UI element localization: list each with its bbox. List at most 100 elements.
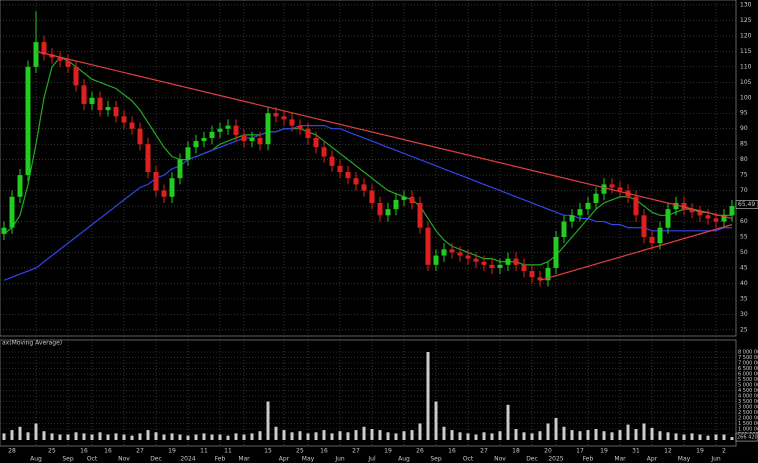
y-tick-label: 70 <box>740 187 748 194</box>
candle-body <box>329 156 335 166</box>
candle-body <box>73 66 79 86</box>
volume-bar <box>682 434 686 440</box>
y-tick-label: 5 000 000 <box>738 383 758 389</box>
x-day-label: 16 <box>104 448 112 455</box>
x-tick-label: 2024 <box>180 456 195 463</box>
volume-bar <box>250 433 254 440</box>
candle-body <box>313 137 319 148</box>
volume-bar <box>170 433 174 440</box>
x-day-label: 19 <box>600 448 608 455</box>
candle-body <box>497 264 503 268</box>
volume-bar <box>506 404 510 440</box>
x-tick-label: Mar <box>614 456 626 463</box>
candle-body <box>721 215 727 222</box>
volume-bar <box>698 434 702 440</box>
volume-bar <box>354 430 358 440</box>
candle-body <box>145 144 151 173</box>
volume-bar <box>234 433 238 440</box>
trendline <box>35 50 733 220</box>
x-day-label: 19 <box>168 448 176 455</box>
y-tick-label: 120 <box>740 32 752 39</box>
volume-bar <box>210 434 214 440</box>
volume-bar <box>722 434 726 440</box>
candle-body <box>281 116 287 120</box>
volume-bar <box>58 434 62 440</box>
y-tick-label: 6 000 000 <box>738 372 758 378</box>
candle-body <box>217 128 223 132</box>
y-tick-label: 55 <box>740 233 748 240</box>
volume-bar <box>666 432 670 440</box>
volume-bar <box>474 434 478 440</box>
x-day-label: 11 <box>200 448 208 455</box>
volume-bar <box>154 432 158 440</box>
last-volume-box <box>735 432 758 442</box>
y-tick-label: 7 000 000 <box>738 361 758 367</box>
y-tick-label: 100 <box>740 94 752 101</box>
candle-body <box>161 190 167 197</box>
volume-bar <box>706 435 710 440</box>
volume-bar <box>178 434 182 440</box>
candle-body <box>513 258 519 265</box>
volume-bar <box>274 426 278 440</box>
candle-body <box>121 116 127 123</box>
x-tick-label: Sep <box>430 456 442 463</box>
candle-body <box>425 227 431 265</box>
candle-body <box>593 193 599 203</box>
candle-body <box>337 165 343 173</box>
x-tick-label: Mar <box>238 456 250 463</box>
volume-bar <box>458 432 462 440</box>
volume-bar <box>386 432 390 440</box>
volume-bar <box>626 424 630 440</box>
candle-body <box>209 131 215 138</box>
x-tick-label: Sep <box>62 456 74 463</box>
x-day-label: 19 <box>696 448 704 455</box>
candle-body <box>233 125 239 135</box>
candle-body <box>433 255 439 265</box>
candle-body <box>9 196 15 228</box>
candle-body <box>689 209 695 213</box>
x-day-label: 31 <box>632 448 640 455</box>
candle-body <box>521 264 527 272</box>
y-tick-label: 35 <box>740 295 748 302</box>
candle-body <box>321 147 327 157</box>
candle-body <box>545 267 551 281</box>
candle-body <box>153 172 159 191</box>
volume-label: ax(Moving Average) <box>2 340 62 347</box>
x-tick-label: Aug <box>398 456 410 463</box>
candle-body <box>673 202 679 210</box>
trendline <box>539 224 733 281</box>
volume-bar <box>106 434 110 440</box>
candle-body <box>401 196 407 200</box>
candle-body <box>97 97 103 111</box>
candle-body <box>57 57 63 61</box>
volume-bar <box>282 430 286 440</box>
volume-bar <box>90 434 94 440</box>
volume-bar <box>306 433 310 440</box>
candle-body <box>457 252 463 256</box>
y-tick-label: 7 500 000 <box>738 355 758 361</box>
candle-body <box>305 128 311 138</box>
volume-bar <box>34 423 38 440</box>
candle-body <box>449 249 455 253</box>
x-day-label: 26 <box>416 448 424 455</box>
candle-body <box>729 206 735 216</box>
candle-body <box>641 215 647 237</box>
y-tick-label: 2 000 000 <box>738 416 758 422</box>
candle-body <box>65 60 71 67</box>
volume-bar <box>314 432 318 440</box>
y-tick-label: 60 <box>740 218 748 225</box>
x-day-label: 25 <box>48 448 56 455</box>
candle-body <box>585 202 591 210</box>
volume-bar <box>26 432 30 440</box>
x-tick-label: May <box>678 456 691 463</box>
x-day-label: 25 <box>296 448 304 455</box>
y-tick-label: 25 <box>740 326 748 333</box>
candle-body <box>249 137 255 142</box>
volume-bar <box>186 435 190 440</box>
volume-bar <box>266 401 270 440</box>
x-tick-label: 2025 <box>548 456 563 463</box>
candle-body <box>345 172 351 179</box>
candle-body <box>697 212 703 216</box>
x-day-label: 17 <box>576 448 584 455</box>
